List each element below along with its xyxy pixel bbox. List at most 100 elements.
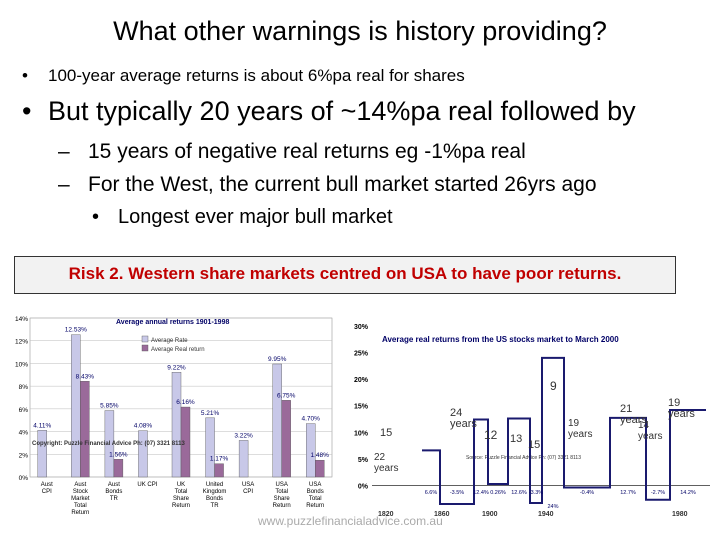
- x-tick-label: Aust Stock Market Total Return: [71, 482, 90, 516]
- x-tick-label: 1980: [672, 511, 688, 518]
- dash-glyph: –: [58, 140, 70, 163]
- sub-bullet-text: For the West, the current bull market st…: [88, 173, 597, 196]
- copyright-note: Copyright: Puzzle Financial Advice Ph: (…: [32, 441, 185, 447]
- period-value-label: -3.3%: [529, 490, 543, 496]
- x-tick-label: USA CPI: [242, 482, 254, 495]
- data-label: 4.70%: [302, 416, 321, 423]
- footer-url: www.puzzlefinancialadvice.com.au: [258, 514, 443, 528]
- risk-banner: Risk 2. Western share markets centred on…: [14, 256, 676, 294]
- bar: [214, 463, 224, 478]
- bar: [315, 459, 325, 478]
- y-tick-label: 0%: [19, 475, 29, 482]
- period-years-label: 9: [550, 379, 557, 393]
- data-label: 4.11%: [33, 422, 51, 429]
- period-value-label: 14.2%: [680, 490, 696, 496]
- y-tick-label: 5%: [358, 457, 369, 464]
- legend-swatch: [141, 344, 149, 352]
- bar: [71, 334, 81, 478]
- x-tick-label: 1940: [538, 511, 554, 518]
- y-tick-label: 6%: [19, 407, 29, 414]
- data-label: 1.48%: [311, 452, 330, 459]
- bar: [272, 363, 282, 478]
- legend-swatch: [141, 335, 149, 343]
- y-tick-label: 12%: [15, 339, 28, 346]
- period-years-label: 13: [510, 433, 522, 445]
- chart-title: Average real returns from the US stocks …: [382, 335, 619, 344]
- bar: [306, 423, 316, 478]
- us-real-returns-chart: 0% 5% 10% 15% 20% 25% 30% Average real returns …: [354, 324, 710, 518]
- bar: [281, 400, 291, 478]
- data-label: 3.22%: [234, 432, 253, 439]
- x-tick-label: USA Total Share Return: [273, 482, 291, 509]
- period-years-label: 15: [380, 427, 392, 439]
- period-value-label: -2.7%: [651, 490, 665, 496]
- data-label: 1.17%: [210, 456, 229, 463]
- sub-sub-bullet-longest: • Longest ever major bull market: [92, 206, 393, 229]
- average-annual-returns-chart: 0% 2% 4% 6% 8% 10% 12% 14% 4.11% Aust CPI 12.53% 8.4…: [15, 316, 333, 516]
- period-value-label: -3.5%: [450, 490, 464, 496]
- bar: [180, 406, 191, 478]
- y-tick-label: 10%: [354, 430, 369, 437]
- x-tick-label: UK CPI: [137, 482, 157, 488]
- y-tick-label: 0%: [358, 483, 369, 490]
- slide-title: What other warnings is history providing…: [113, 16, 607, 46]
- bullet-glyph: •: [92, 206, 100, 228]
- source-note: Source: Puzzle Financial Advice Ph: (07)…: [466, 455, 581, 461]
- bullet-glyph: •: [22, 66, 28, 85]
- data-label: 5.21%: [201, 410, 220, 417]
- period-years-label: 24 years: [450, 407, 477, 430]
- dash-glyph: –: [58, 173, 70, 196]
- bullet-glyph: •: [22, 96, 32, 126]
- bar: [37, 430, 47, 478]
- bar: [113, 459, 124, 478]
- legend-label: Average Rate: [151, 338, 188, 344]
- bullet-average-returns: • 100-year average returns is about 6%pa …: [22, 66, 465, 86]
- data-label: 4.08%: [134, 423, 153, 430]
- bar: [104, 410, 115, 478]
- y-tick-label: 25%: [354, 351, 369, 358]
- data-label: 8.43%: [76, 373, 95, 380]
- y-tick-label: 15%: [354, 404, 369, 411]
- period-value-label: 12.4%: [473, 490, 489, 496]
- y-tick-label: 2%: [19, 452, 29, 459]
- period-value-label: 24%: [547, 504, 558, 510]
- data-label: 6.16%: [176, 399, 195, 406]
- y-tick-label: 10%: [15, 361, 28, 368]
- x-tick-label: 1900: [482, 511, 498, 518]
- period-value-label: 0.26%: [490, 490, 506, 496]
- y-tick-label: 4%: [19, 430, 29, 437]
- legend-label: Average Real return: [151, 347, 205, 353]
- y-tick-label: 8%: [19, 384, 29, 391]
- bullet-text: But typically 20 years of ~14%pa real fo…: [48, 96, 636, 126]
- period-years-label: 19 years: [568, 418, 592, 440]
- x-tick-label: USA Bonds Total Return: [306, 482, 324, 509]
- x-tick-label: Aust CPI: [41, 482, 53, 495]
- period-years-label: 12: [484, 428, 498, 442]
- data-label: 5.85%: [100, 403, 119, 410]
- data-label: 12.53%: [65, 327, 87, 334]
- x-tick-label: 1860: [434, 511, 450, 518]
- bar: [205, 417, 215, 478]
- bar: [80, 381, 90, 478]
- x-tick-label: United Kingdom Bonds TR: [203, 482, 227, 509]
- returns-line: [422, 356, 706, 506]
- x-tick-label: Aust Bonds TR: [105, 482, 122, 502]
- sub-bullet-text: 15 years of negative real returns eg -1%…: [88, 140, 526, 163]
- sub-bullet-negative-returns: –15 years of negative real returns eg -1…: [58, 140, 526, 164]
- sub-bullet-bull-market: – For the West, the current bull market s…: [58, 173, 597, 197]
- data-label: 1.56%: [109, 451, 128, 458]
- bullet-text: 100-year average returns is about 6%pa r…: [48, 66, 465, 85]
- period-years-label: 14 years: [638, 420, 662, 442]
- y-tick-label: 14%: [15, 316, 28, 323]
- period-years-label: 22 years: [374, 452, 398, 474]
- period-value-label: -0.4%: [580, 490, 594, 496]
- y-tick-label: 20%: [354, 377, 369, 384]
- period-years-label: 19 years: [668, 397, 695, 420]
- bullet-typical-cycle: • But typically 20 years of ~14%pa real f…: [22, 96, 636, 127]
- x-tick-label: 1820: [378, 511, 394, 518]
- chart-title: Average annual returns 1901-1998: [116, 319, 229, 326]
- data-label: 9.22%: [167, 364, 186, 371]
- period-value-label: 12.7%: [620, 490, 636, 496]
- data-label: 9.95%: [268, 356, 287, 363]
- period-value-label: 12.6%: [511, 490, 527, 496]
